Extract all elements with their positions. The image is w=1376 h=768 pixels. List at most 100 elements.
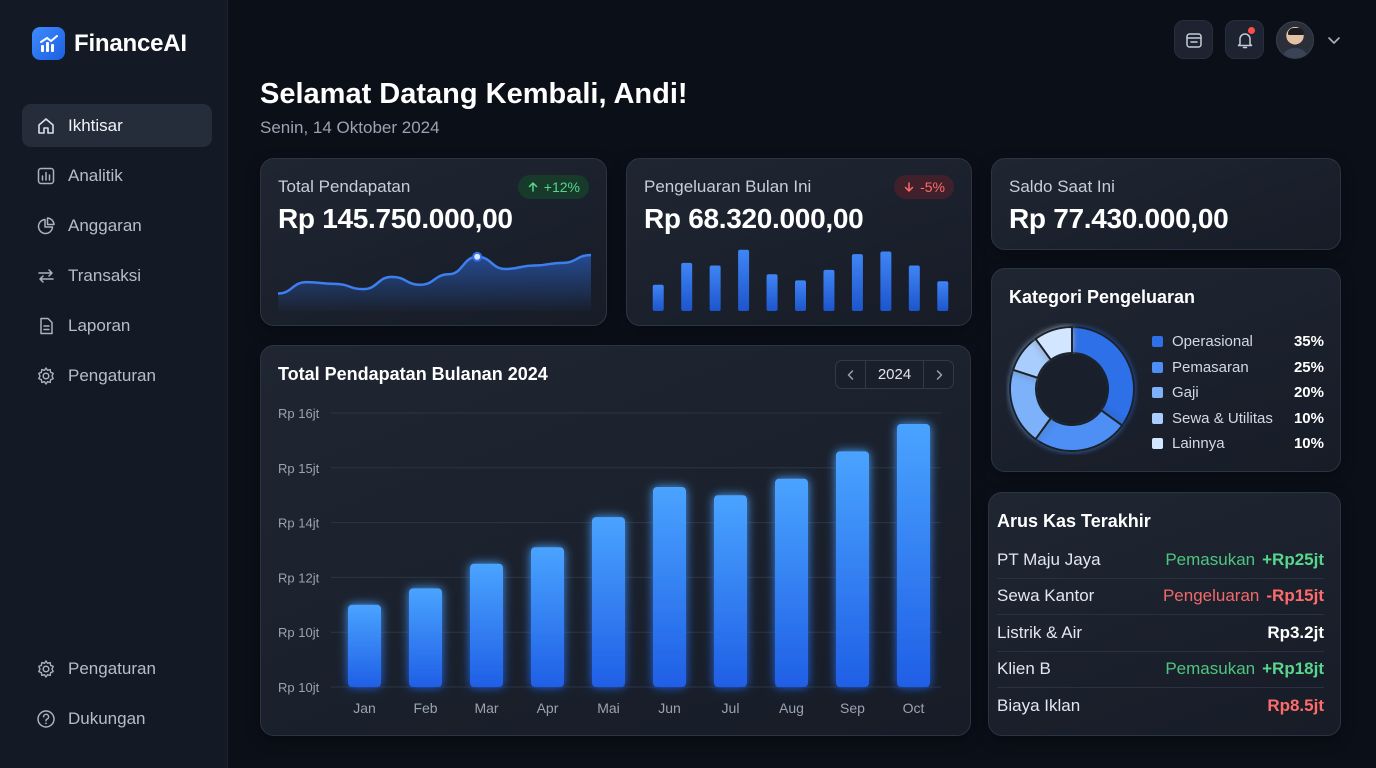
arrow-down-icon xyxy=(904,182,914,192)
expense-change: -5% xyxy=(920,179,945,195)
notification-button[interactable] xyxy=(1225,20,1264,59)
legend-swatch xyxy=(1152,438,1163,450)
cashflow-row[interactable]: Listrik & Air Rp3.2jt xyxy=(997,615,1324,652)
legend-value: 10% xyxy=(1293,409,1324,427)
cashflow-amount: +Rp25jt xyxy=(1262,549,1324,569)
avatar[interactable] xyxy=(1276,20,1314,59)
donut-slice-operasional[interactable] xyxy=(1071,325,1135,427)
bar-mar[interactable] xyxy=(470,563,503,687)
legend-swatch xyxy=(1152,336,1163,348)
notification-dot xyxy=(1248,27,1255,34)
bar-oct[interactable] xyxy=(897,423,930,687)
revenue-card[interactable]: Total Pendapatan +12% Rp 145.750.000,00 xyxy=(260,158,607,326)
cashflow-title: Arus Kas Terakhir xyxy=(997,511,1151,531)
revenue-change: +12% xyxy=(543,179,580,195)
wallet-button[interactable] xyxy=(1174,20,1213,59)
x-tick-label: Apr xyxy=(537,700,559,716)
cashflow-type: Pemasukan xyxy=(1165,549,1256,569)
sidebar-item-pengaturan-bottom[interactable]: Pengaturan xyxy=(22,647,212,690)
balance-label: Saldo Saat Ini xyxy=(1009,177,1115,196)
document-icon xyxy=(40,317,53,334)
x-tick-label: Jan xyxy=(353,700,376,716)
sidebar-item-dukungan[interactable]: Dukungan xyxy=(22,697,212,740)
cashflow-list: PT Maju Jaya Pemasukan +Rp25jt Sewa Kant… xyxy=(997,542,1324,725)
legend-item: Lainnya 10% xyxy=(1152,431,1324,457)
balance-card[interactable]: Saldo Saat Ini Rp 77.430.000,00 xyxy=(991,158,1341,250)
sparkline-line xyxy=(278,253,591,295)
transfer-icon xyxy=(38,268,54,283)
year-value[interactable]: 2024 xyxy=(865,361,924,388)
cashflow-card: Arus Kas Terakhir PT Maju Jaya Pemasukan… xyxy=(988,492,1341,736)
bar-aug[interactable] xyxy=(775,478,808,687)
bar-feb[interactable] xyxy=(409,588,442,687)
donut-slice-lainnya[interactable] xyxy=(1034,325,1073,362)
brand-name: FinanceAI xyxy=(74,29,187,57)
gear-icon xyxy=(38,659,54,678)
category-title: Kategori Pengeluaran xyxy=(1009,287,1196,307)
legend-value: 35% xyxy=(1293,333,1324,351)
revenue-label: Total Pendapatan xyxy=(278,177,411,196)
legend-label: Gaji xyxy=(1172,384,1199,402)
legend-swatch xyxy=(1152,412,1163,424)
x-tick-label: Sep xyxy=(840,700,865,716)
prev-year-button[interactable] xyxy=(836,361,865,388)
y-tick-label: Rp 12jt xyxy=(278,570,320,585)
expense-mini-bar xyxy=(823,269,835,311)
x-tick-label: Mar xyxy=(474,700,498,716)
sidebar-item-laporan[interactable]: Laporan xyxy=(22,304,212,347)
brand[interactable]: FinanceAI xyxy=(32,27,187,60)
next-year-button[interactable] xyxy=(924,361,953,388)
chevron-right-icon xyxy=(936,369,942,380)
bar-jun[interactable] xyxy=(653,486,686,687)
legend-item: Gaji 20% xyxy=(1152,380,1324,406)
cashflow-row[interactable]: Klien B Pemasukan +Rp18jt xyxy=(997,652,1324,688)
legend-label: Operasional xyxy=(1172,333,1253,351)
cashflow-name: PT Maju Jaya xyxy=(997,549,1101,569)
y-tick-label: Rp 15jt xyxy=(278,461,320,476)
sidebar-item-transaksi[interactable]: Transaksi xyxy=(22,254,212,297)
legend-label: Lainnya xyxy=(1172,435,1225,453)
pie-icon xyxy=(37,216,55,234)
finance-logo-icon xyxy=(32,27,65,60)
sparkline-point[interactable] xyxy=(472,251,483,262)
monthly-revenue-card: Total Pendapatan Bulanan 2024 2024 Rp 10… xyxy=(260,345,971,736)
sidebar-item-analitik[interactable]: Analitik xyxy=(22,154,212,197)
bar-sep[interactable] xyxy=(836,451,869,687)
chevron-left-icon xyxy=(847,369,853,380)
cashflow-name: Sewa Kantor xyxy=(997,586,1095,606)
analytics-icon xyxy=(37,167,55,184)
bottom-nav: Pengaturan Dukungan xyxy=(22,647,212,747)
chart-title: Total Pendapatan Bulanan 2024 xyxy=(278,364,548,384)
cashflow-name: Listrik & Air xyxy=(997,622,1083,642)
bell-icon xyxy=(1237,32,1252,48)
donut-hole xyxy=(1037,354,1107,424)
x-tick-label: Oct xyxy=(903,700,925,716)
cashflow-type: Pemasukan xyxy=(1165,659,1256,679)
bar-mai[interactable] xyxy=(592,517,625,687)
cashflow-row[interactable]: PT Maju Jaya Pemasukan +Rp25jt xyxy=(997,542,1324,579)
sidebar-item-ikhtisar[interactable]: Ikhtisar xyxy=(22,104,212,147)
sidebar-item-pengaturan[interactable]: Pengaturan xyxy=(22,354,212,397)
sidebar: FinanceAI Ikhtisar Analitik Anggaran Tra… xyxy=(0,0,228,768)
cashflow-row[interactable]: Sewa Kantor Pengeluaran -Rp15jt xyxy=(997,579,1324,615)
y-tick-label: Rp 10jt xyxy=(278,625,320,640)
legend-label: Pemasaran xyxy=(1172,358,1249,376)
bar-apr[interactable] xyxy=(531,547,564,687)
sidebar-item-anggaran[interactable]: Anggaran xyxy=(22,204,212,247)
page-title: Selamat Datang Kembali, Andi! xyxy=(260,78,688,110)
cashflow-amount: +Rp18jt xyxy=(1262,659,1324,679)
arrow-up-icon xyxy=(528,182,538,192)
expense-card[interactable]: Pengeluaran Bulan Ini -5% Rp 68.320.000,… xyxy=(626,158,972,326)
legend-item: Sewa & Utilitas 10% xyxy=(1152,406,1324,432)
chevron-down-icon[interactable] xyxy=(1326,32,1342,48)
cashflow-row[interactable]: Biaya Iklan Rp8.5jt xyxy=(997,688,1324,725)
balance-value: Rp 77.430.000,00 xyxy=(1009,203,1229,234)
sidebar-item-label: Dukungan xyxy=(68,708,146,728)
gear-icon xyxy=(38,366,54,385)
bar-jan[interactable] xyxy=(348,604,381,687)
cashflow-name: Biaya Iklan xyxy=(997,696,1081,716)
sidebar-item-label: Anggaran xyxy=(68,215,142,235)
help-icon xyxy=(37,709,55,728)
x-tick-label: Jul xyxy=(722,700,740,716)
bar-jul[interactable] xyxy=(714,495,747,687)
